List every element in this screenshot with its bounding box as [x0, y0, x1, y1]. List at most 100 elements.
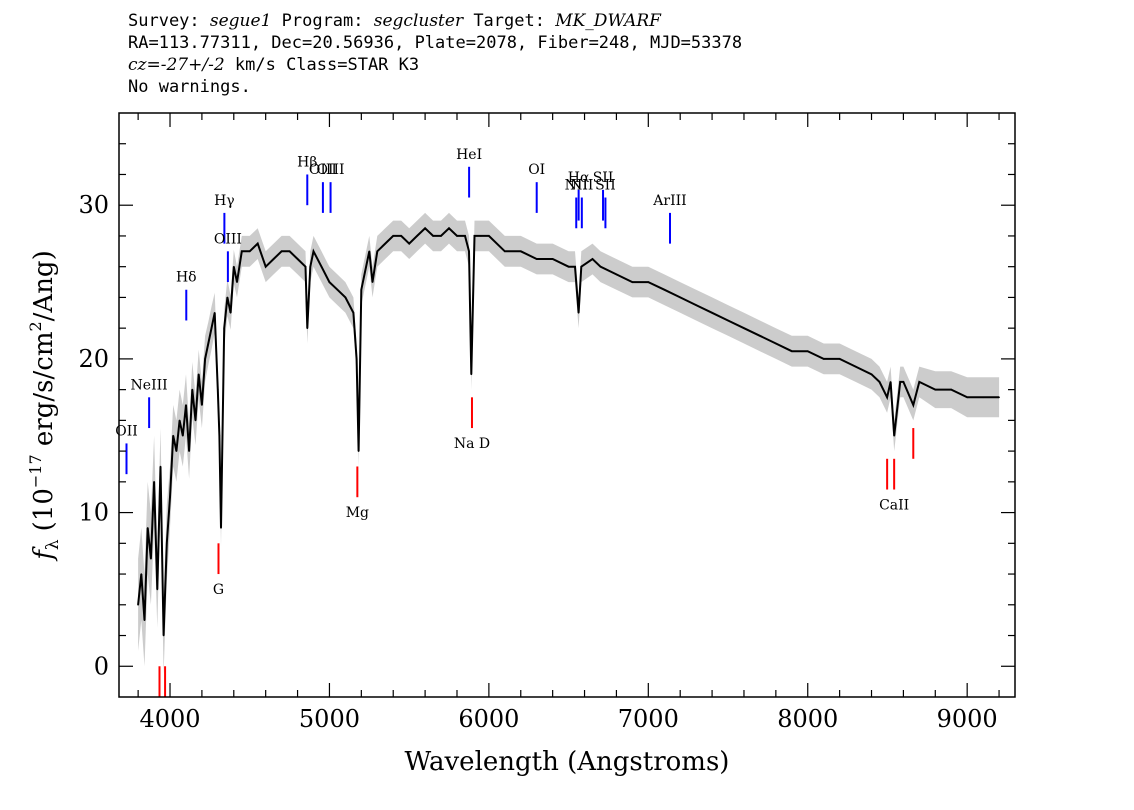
y-axis-label-lambda: λ [43, 539, 63, 550]
flux-point [226, 296, 229, 299]
flux-point [918, 381, 921, 383]
flux-point [464, 235, 466, 237]
flux-point [182, 434, 184, 437]
flux-point [201, 404, 203, 406]
flux-point [695, 304, 697, 306]
flux-point [153, 481, 155, 483]
flux-point [982, 396, 984, 399]
emission-line-label: Hδ [176, 270, 197, 286]
flux-point [775, 342, 777, 345]
flux-point [336, 288, 339, 291]
x-tick-label: 5000 [299, 705, 360, 733]
flux-point [950, 388, 952, 391]
flux-point [679, 296, 681, 299]
flux-point [647, 281, 650, 283]
flux-point [591, 258, 594, 260]
flux-point [743, 327, 745, 330]
x-tick-label: 8000 [777, 705, 838, 733]
header-line-redshift: cz=-27+/-2 km/s Class=STAR K3 [128, 54, 742, 76]
flux-point [574, 265, 576, 268]
class-text: km/s Class=STAR K3 [224, 55, 420, 75]
y-tick-label: 30 [78, 191, 109, 219]
x-tick-label: 6000 [458, 705, 519, 733]
flux-point [791, 350, 793, 353]
flux-point [806, 350, 809, 353]
flux-point [934, 388, 937, 391]
plot-frame [118, 112, 1016, 698]
y-axis-label: fλ(10−17 erg/s/cm2/Ang) [26, 250, 63, 561]
flux-point [878, 381, 881, 383]
y-axis-label-pre: (10 [29, 488, 59, 531]
emission-line-label: NII [565, 178, 588, 194]
flux-point [432, 235, 434, 237]
flux-point [488, 235, 490, 237]
flux-point [229, 312, 232, 314]
header-line-coordinates: RA=113.77311, Dec=20.56936, Plate=2078, … [128, 33, 743, 53]
emission-line-label: OI [528, 162, 545, 178]
absorption-line-label: Mg [346, 505, 369, 521]
flux-point [320, 265, 323, 268]
flux-point [156, 588, 159, 591]
flux-point [185, 404, 187, 406]
flux-point [663, 288, 666, 291]
y-tick-label: 20 [78, 345, 109, 373]
x-axis-label: Wavelength (Angstroms) [405, 747, 730, 777]
flux-point [241, 250, 243, 253]
flux-point [172, 434, 174, 437]
absorption-line-label: Na D [454, 436, 490, 452]
flux-point [520, 250, 522, 253]
flux-point [217, 388, 219, 391]
flux-point [220, 527, 222, 529]
flux-point [580, 265, 583, 268]
flux-point [440, 235, 442, 237]
flux-point [468, 250, 470, 253]
flux-point [357, 450, 360, 452]
x-tick-label: 4000 [139, 705, 200, 733]
target-label: Target: [463, 11, 556, 31]
flux-point [169, 496, 171, 499]
flux-point [577, 312, 580, 314]
flux-point [150, 557, 152, 560]
flux-point [306, 327, 309, 330]
flux-point [248, 250, 251, 253]
flux-point [223, 327, 225, 330]
flux-point [416, 235, 418, 237]
flux-point [368, 250, 371, 253]
flux-point [256, 242, 259, 245]
x-tick-label: 9000 [937, 705, 998, 733]
flux-point [727, 319, 729, 322]
flux-point [304, 265, 307, 268]
y-axis-label-post: /Ang) [29, 250, 59, 321]
emission-line-label: Hα [568, 170, 590, 186]
y-axis-label-exp1: −17 [26, 454, 45, 488]
flux-point [309, 265, 312, 268]
flux-point [998, 396, 1000, 399]
flux-point [352, 312, 355, 314]
flux-point [296, 258, 299, 260]
flux-point [473, 235, 476, 237]
y-axis-label-exp2: 2 [26, 321, 45, 331]
flux-point [711, 312, 713, 314]
emission-line-label: NeIII [131, 377, 168, 393]
flux-point [966, 396, 968, 399]
flux-point [272, 258, 275, 260]
flux-point [178, 419, 181, 422]
flux-point [384, 242, 387, 245]
flux-point [371, 281, 374, 283]
flux-point [280, 250, 283, 253]
flux-point [264, 265, 267, 268]
flux-line [137, 226, 1000, 636]
emission-line-label: Hβ [297, 154, 317, 170]
flux-point [912, 404, 915, 406]
flux-point [213, 312, 216, 314]
flux-point [162, 634, 165, 637]
flux-point [854, 365, 857, 368]
flux-point [140, 573, 143, 575]
flux-point [424, 227, 426, 230]
flux-point [504, 250, 506, 253]
flux-point [194, 419, 197, 422]
flux-point [166, 542, 168, 545]
emission-line-label: Hγ [214, 193, 235, 209]
absorption-line-label: G [213, 582, 224, 598]
